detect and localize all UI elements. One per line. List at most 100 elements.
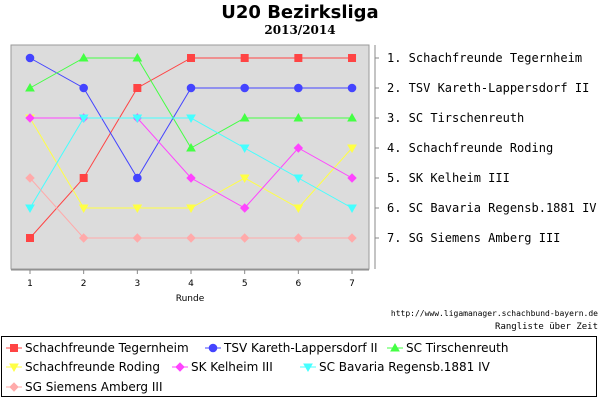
rank-axis-ticks: 1. Schachfreunde Tegernheim 2. TSV Kareth…	[375, 51, 597, 245]
rank-label: 6. SC Bavaria Regensb.1881 IV	[387, 201, 597, 215]
legend-marker	[10, 344, 18, 352]
data-point	[186, 173, 196, 183]
data-point	[78, 52, 89, 62]
legend-label: Schachfreunde Tegernheim	[25, 341, 189, 355]
legend-label: TSV Kareth-Lappersdorf II	[224, 341, 378, 355]
legend-swatch	[6, 382, 22, 392]
data-point	[132, 114, 143, 124]
legend-swatch	[205, 343, 221, 353]
legend-label: SG Siemens Amberg III	[25, 380, 163, 394]
data-point	[132, 233, 143, 243]
chart-caption: Rangliste über Zeit	[495, 322, 598, 332]
data-point	[293, 143, 304, 153]
data-point	[78, 233, 89, 243]
data-point	[186, 114, 196, 124]
data-point	[347, 83, 357, 93]
plot-area	[10, 44, 370, 270]
series-6	[25, 114, 357, 214]
line-chart: 1 2 3 4 5 6 7 1. Schachfreunde Tegernheim 2. TS…	[10, 44, 597, 304]
data-point	[25, 53, 35, 63]
rank-label: 2. TSV Kareth-Lappersdorf II	[387, 81, 589, 95]
x-axis-title: Runde	[176, 294, 205, 304]
data-point	[186, 204, 196, 214]
series-7	[25, 173, 357, 243]
legend-item: Schachfreunde Tegernheim	[6, 338, 189, 358]
data-point	[293, 204, 304, 214]
data-point	[186, 233, 196, 243]
series-group	[25, 52, 357, 243]
legend-label: SK Kelheim III	[191, 360, 273, 374]
data-point	[132, 52, 143, 62]
data-point	[239, 233, 250, 243]
legend-item: SC Tirschenreuth	[387, 338, 508, 358]
legend-swatch	[387, 342, 403, 352]
legend-marker	[390, 342, 400, 352]
legend-swatch	[172, 362, 188, 372]
x-tick-label: 5	[242, 279, 248, 289]
data-point	[239, 112, 250, 122]
data-point	[347, 204, 357, 214]
x-tick-label: 3	[134, 279, 140, 289]
legend-item: TSV Kareth-Lappersdorf II	[205, 338, 378, 358]
legend-swatch	[6, 344, 22, 352]
data-point	[25, 173, 35, 183]
data-point	[348, 54, 357, 62]
data-point	[239, 144, 250, 154]
data-point	[79, 174, 88, 182]
data-point	[26, 234, 34, 242]
data-point	[240, 54, 249, 62]
data-point	[239, 203, 250, 213]
x-tick-label: 7	[349, 279, 355, 289]
data-point	[133, 84, 142, 92]
series-2	[25, 53, 357, 183]
legend-marker	[303, 363, 313, 373]
rank-label: 7. SG Siemens Amberg III	[387, 231, 560, 245]
data-point	[240, 83, 249, 93]
x-tick-label: 6	[295, 279, 301, 289]
rank-label: 1. Schachfreunde Tegernheim	[387, 51, 582, 65]
data-point	[293, 174, 304, 184]
legend-item: SK Kelheim III	[172, 357, 273, 377]
legend-label: Schachfreunde Roding	[25, 360, 160, 374]
data-point	[294, 54, 303, 62]
x-tick-label: 2	[81, 279, 87, 289]
legend-item: Schachfreunde Roding	[6, 357, 160, 377]
legend-marker	[9, 382, 19, 392]
legend-marker	[208, 343, 218, 353]
legend: Schachfreunde Tegernheim TSV Kareth-Lappe…	[1, 336, 597, 397]
x-tick-label: 1	[27, 279, 33, 289]
legend-label: SC Tirschenreuth	[406, 341, 509, 355]
data-point	[25, 82, 35, 92]
x-tick-label: 4	[188, 279, 194, 289]
data-point	[79, 83, 88, 93]
legend-swatch	[6, 363, 22, 373]
data-point	[78, 204, 89, 214]
data-point	[25, 204, 35, 214]
rank-label: 5. SK Kelheim III	[387, 171, 510, 185]
data-point	[25, 113, 35, 123]
legend-marker	[9, 363, 19, 373]
chart-title: U20 Bezirksliga	[221, 2, 379, 23]
x-axis-ticks: 1 2 3 4 5 6 7	[27, 270, 355, 289]
data-point	[187, 54, 196, 62]
data-point	[78, 114, 89, 124]
data-point	[293, 112, 304, 122]
data-point	[133, 173, 142, 183]
series-3	[25, 52, 357, 152]
data-point	[132, 204, 143, 214]
legend-marker	[175, 362, 185, 372]
source-url: http://www.ligamanager.schachbund-bayern…	[390, 309, 598, 318]
data-point	[347, 144, 357, 154]
data-point	[294, 83, 303, 93]
chart-subtitle: 2013/2014	[264, 23, 336, 37]
data-point	[347, 112, 357, 122]
data-point	[293, 233, 304, 243]
legend-swatch	[300, 363, 316, 373]
rank-label: 3. SC Tirschenreuth	[387, 111, 524, 125]
rank-label: 4. Schachfreunde Roding	[387, 141, 553, 155]
data-point	[239, 174, 250, 184]
legend-item: SC Bavaria Regensb.1881 IV	[300, 357, 490, 377]
data-point	[347, 173, 357, 183]
data-point	[186, 142, 196, 152]
legend-item: SG Siemens Amberg III	[6, 377, 162, 397]
